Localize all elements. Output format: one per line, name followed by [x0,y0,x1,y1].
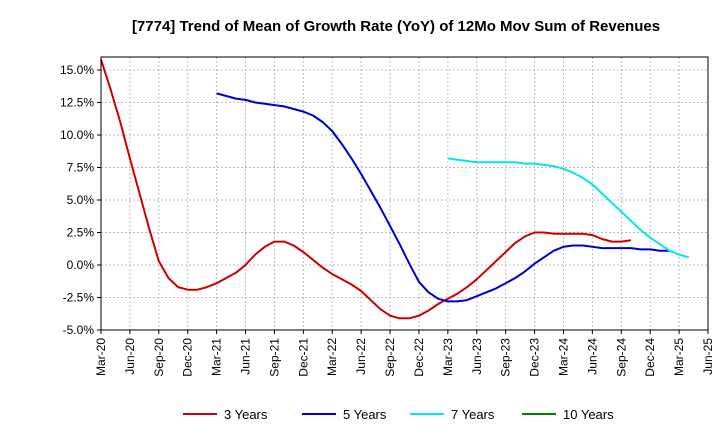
x-tick-label: Sep-20 [152,338,166,377]
x-tick-label: Jun-23 [470,338,484,375]
y-tick-label: 2.5% [67,226,95,240]
y-tick-label: 15.0% [60,63,94,77]
x-tick-label: Mar-24 [556,338,570,376]
legend-label: 7 Years [451,407,495,422]
legend-item-10-years: 10 Years [522,407,614,422]
x-axis: Mar-20 Jun-20 Sep-20 Dec-20 Mar-21 Jun-21 Sep-… [94,330,715,377]
x-tick-label: Dec-22 [412,338,426,377]
series-line-7-years [447,157,689,259]
x-tick-label: Jun-21 [239,338,253,375]
chart-title: [7774] Trend of Mean of Growth Rate (YoY… [132,18,660,35]
series-line-5-years [216,92,670,303]
legend-item-7-years: 7 Years [410,407,495,422]
y-tick-label: 10.0% [60,128,94,142]
y-tick-label: 0.0% [67,258,95,272]
series-lines [100,59,689,320]
plot-frame [100,56,709,331]
legend-label: 5 Years [343,407,387,422]
x-tick-label: Jun-25 [701,338,715,375]
x-tick-label: Sep-23 [499,338,513,377]
x-tick-label: Mar-23 [441,338,455,376]
series-line-3-years [100,59,632,320]
x-tick-label: Sep-24 [614,338,628,377]
x-tick-label: Jun-20 [123,338,137,375]
y-tick-label: 5.0% [67,193,95,207]
y-tick-label: -5.0% [63,323,95,337]
y-tick-label: -2.5% [63,291,95,305]
legend-item-3-years: 3 Years [183,407,268,422]
x-tick-label: Mar-25 [672,338,686,376]
x-tick-label: Jun-24 [585,338,599,375]
x-tick-label: Mar-21 [210,338,224,376]
x-tick-label: Mar-20 [94,338,108,376]
legend-label: 3 Years [224,407,268,422]
y-tick-label: 12.5% [60,96,94,110]
x-tick-label: Sep-22 [383,338,397,377]
x-tick-label: Mar-22 [325,338,339,376]
legend: 3 Years 5 Years 7 Years 10 Years [183,407,614,422]
y-tick-label: 7.5% [67,161,95,175]
x-tick-label: Dec-20 [181,338,195,377]
x-tick-label: Jun-22 [354,338,368,375]
x-tick-label: Sep-21 [267,338,281,377]
x-tick-label: Dec-23 [528,338,542,377]
y-axis: 15.0% 12.5% 10.0% 7.5% 5.0% 2.5% 0.0% -2.5% -5.0… [60,63,101,337]
legend-item-5-years: 5 Years [302,407,387,422]
legend-label: 10 Years [563,407,614,422]
x-tick-label: Dec-24 [643,338,657,377]
x-tick-label: Dec-21 [296,338,310,377]
